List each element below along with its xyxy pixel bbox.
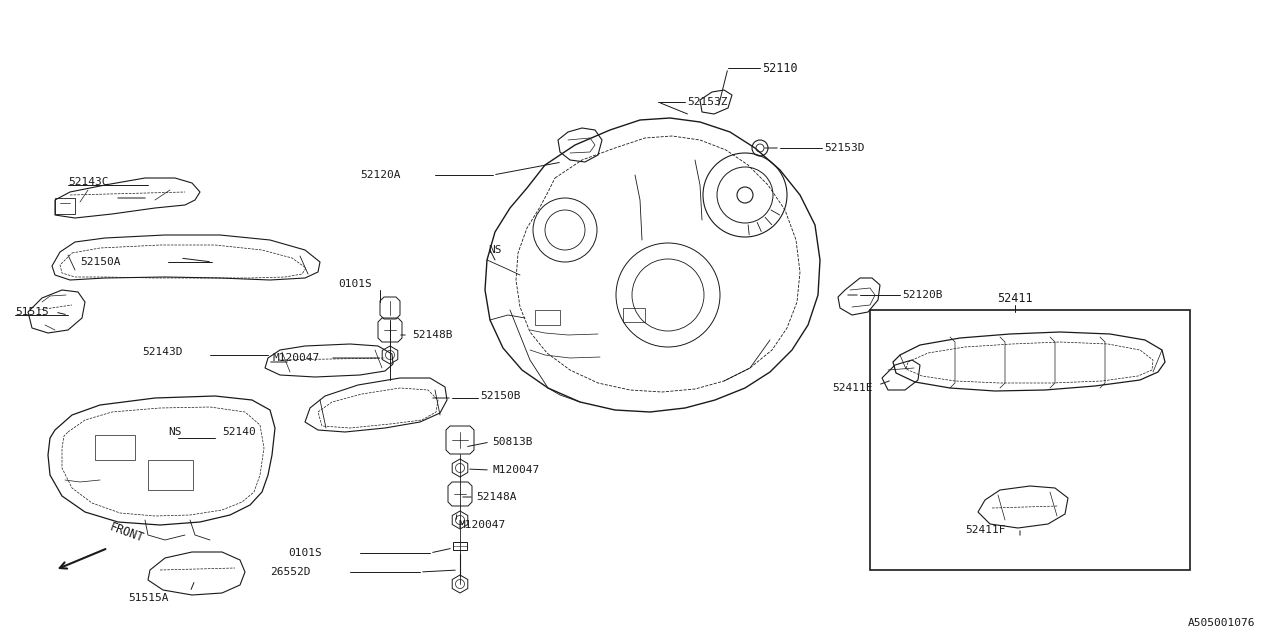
Text: 52148A: 52148A [476, 492, 517, 502]
Text: NS: NS [488, 245, 502, 255]
Bar [623, 308, 645, 322]
Text: 52143D: 52143D [142, 347, 183, 357]
Text: M120047: M120047 [273, 353, 319, 363]
Text: 0101S: 0101S [338, 279, 371, 289]
Text: 52153Z: 52153Z [687, 97, 727, 107]
Text: M120047: M120047 [492, 465, 539, 475]
Text: 52120A: 52120A [360, 170, 401, 180]
Text: M120047: M120047 [458, 520, 506, 530]
Bar [148, 460, 193, 490]
Text: 52411F: 52411F [965, 525, 1005, 535]
Text: 0101S: 0101S [288, 548, 321, 558]
Text: 51515: 51515 [15, 307, 49, 317]
Bar [453, 542, 467, 550]
Text: 52143C: 52143C [68, 177, 109, 187]
Text: 52150B: 52150B [480, 391, 521, 401]
Text: 52148B: 52148B [412, 330, 453, 340]
Bar [535, 310, 561, 325]
Bar [55, 198, 76, 214]
Text: 52411E: 52411E [832, 383, 873, 393]
Text: 51515A: 51515A [128, 593, 168, 603]
Text: 52150A: 52150A [81, 257, 120, 267]
Text: FRONT: FRONT [108, 520, 146, 545]
Text: A505001076: A505001076 [1188, 618, 1254, 628]
Text: 52110: 52110 [762, 61, 797, 74]
Bar [95, 435, 134, 460]
Text: 52120B: 52120B [902, 290, 942, 300]
Text: NS: NS [168, 427, 182, 437]
Text: 52140: 52140 [221, 427, 256, 437]
Bar [870, 310, 1190, 570]
Text: 52153D: 52153D [824, 143, 864, 153]
Text: 50813B: 50813B [492, 437, 532, 447]
Text: 26552D: 26552D [270, 567, 311, 577]
Text: 52411: 52411 [997, 291, 1033, 305]
